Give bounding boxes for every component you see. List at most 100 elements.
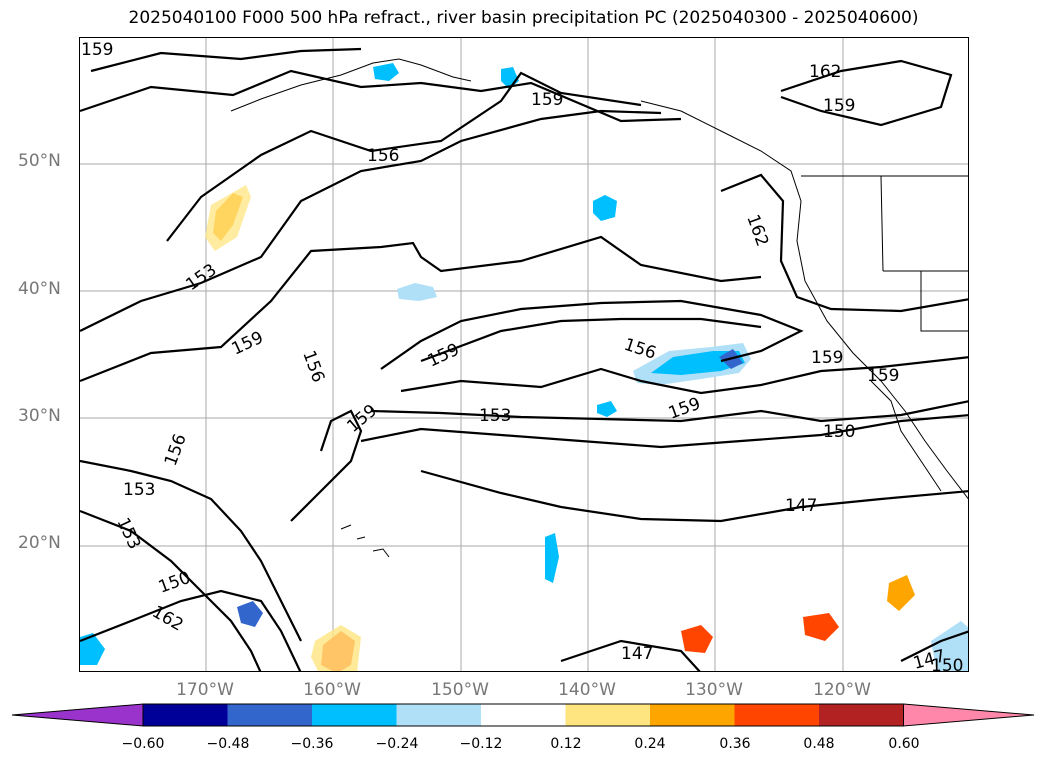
contour-label: 153 xyxy=(123,480,155,500)
colorbar xyxy=(11,703,1035,727)
contour-label: 153 xyxy=(112,515,144,553)
contour-label: 159 xyxy=(425,340,463,372)
anomaly-blob-southeast-red xyxy=(681,625,713,653)
anomaly-blob-hawaii-yellow xyxy=(311,625,361,671)
contour-label: 156 xyxy=(621,335,658,364)
contour-156-mid xyxy=(380,299,804,370)
colorbar-tick-label: −0.60 xyxy=(121,736,165,752)
map-canvas: 159 162 159 159 156 162 153 159 156 159 … xyxy=(80,38,968,672)
colorbar-segment xyxy=(650,704,735,726)
colorbar-segment xyxy=(734,704,819,726)
contour-label: 150 xyxy=(156,568,193,598)
contour-150-se xyxy=(900,630,968,662)
contour-153-west xyxy=(80,109,662,332)
colorbar-segment xyxy=(396,704,481,726)
contour-label: 159 xyxy=(811,348,843,368)
contour-150 xyxy=(360,414,968,449)
state-lines xyxy=(880,175,968,332)
lon-label-170w: 170°W xyxy=(176,680,234,700)
contour-156-north xyxy=(166,71,642,242)
anomaly-blob-west-yellow xyxy=(205,185,251,251)
contour-labels: 159 162 159 159 156 162 153 159 156 159 … xyxy=(81,40,963,672)
anomaly-blob-alaska xyxy=(373,63,399,81)
colorbar-extend-high xyxy=(903,703,1035,727)
contour-150-sw xyxy=(80,509,262,671)
na-west-coast xyxy=(640,100,968,500)
contour-162-sw xyxy=(80,589,302,671)
contour-label: 159 xyxy=(229,328,267,360)
baja-coast xyxy=(870,380,942,492)
height-contours xyxy=(80,47,968,671)
contour-label: 153 xyxy=(182,260,220,295)
contour-147-se xyxy=(560,639,701,671)
contour-label: 159 xyxy=(867,366,899,386)
contour-label: 150 xyxy=(931,656,963,672)
contour-153-sw xyxy=(80,459,302,642)
colorbar-segment xyxy=(565,704,650,726)
colorbar-tick-label: 0.60 xyxy=(888,736,920,752)
lon-label-150w: 150°W xyxy=(431,680,489,700)
colorbar-segment xyxy=(227,704,312,726)
lon-label-130w: 130°W xyxy=(685,680,743,700)
contour-label: 147 xyxy=(785,496,817,516)
hawaii-islands xyxy=(340,524,390,558)
colorbar-segment xyxy=(143,704,228,726)
map-title: 2025040100 F000 500 hPa refract., river … xyxy=(128,8,919,28)
colorbar-frame xyxy=(142,703,904,727)
anomaly-blob-southeast-corner xyxy=(931,621,968,671)
lon-label-120w: 120°W xyxy=(813,680,871,700)
anomaly-blob-southwest-blue xyxy=(237,601,263,627)
anomaly-blob-center-blue xyxy=(593,195,617,221)
colorbar-tick-label: −0.48 xyxy=(206,736,250,752)
map-panel: 159 162 159 159 156 162 153 159 156 159 … xyxy=(79,37,969,672)
lat-label-30n: 30°N xyxy=(18,406,61,426)
contour-162-ne xyxy=(780,59,953,127)
contour-159-north xyxy=(80,69,682,123)
contour-label: 150 xyxy=(823,422,855,442)
lon-label-160w: 160°W xyxy=(303,680,361,700)
lat-label-20n: 20°N xyxy=(18,533,61,553)
contour-label: 159 xyxy=(343,401,381,437)
anomaly-blob-center-lat40 xyxy=(397,283,437,301)
anomaly-blob-south-blue-strip xyxy=(545,533,559,583)
contour-159-mid xyxy=(80,235,762,383)
contour-label: 159 xyxy=(531,90,563,110)
lat-label-40n: 40°N xyxy=(18,279,61,299)
coastlines xyxy=(230,58,968,558)
contour-162-north xyxy=(90,47,362,73)
lon-label-140w: 140°W xyxy=(558,680,616,700)
contour-147-south xyxy=(420,469,968,523)
contour-label: 153 xyxy=(479,406,511,426)
contour-159-center xyxy=(420,317,762,363)
colorbar-tick-label: 0.12 xyxy=(550,736,582,752)
colorbar-tick-label: −0.24 xyxy=(375,736,419,752)
colorbar-tick-label: 0.24 xyxy=(634,736,666,752)
contour-label: 156 xyxy=(298,348,328,385)
anomaly-blob-east-orange xyxy=(887,575,915,611)
lat-label-50n: 50°N xyxy=(18,151,61,171)
contour-153-lower xyxy=(370,400,968,423)
contour-159-sw xyxy=(290,409,363,522)
contour-label: 156 xyxy=(161,431,191,468)
colorbar-segment xyxy=(819,704,904,726)
colorbar-extend-low xyxy=(11,703,144,727)
contour-label: 156 xyxy=(367,146,399,166)
contour-label: 147 xyxy=(621,644,653,664)
anomaly-blob-southwest-corner xyxy=(80,633,105,665)
colorbar-segment xyxy=(481,704,566,726)
colorbar-segment xyxy=(312,704,397,726)
contour-label: 159 xyxy=(81,40,113,60)
anomaly-blob-southeast-red-2 xyxy=(803,613,839,641)
contour-label: 162 xyxy=(809,62,841,82)
colorbar-tick-label: 0.48 xyxy=(803,736,835,752)
alaska-coast xyxy=(230,58,472,112)
colorbar-tick-label: −0.36 xyxy=(290,736,334,752)
contour-label: 162 xyxy=(149,602,187,636)
anomaly-blob-lat30-blue xyxy=(597,401,617,417)
colorbar-tick-label: −0.12 xyxy=(459,736,503,752)
contour-label: 162 xyxy=(742,212,772,249)
contour-156-lower xyxy=(400,356,968,395)
precip-anomaly-fill xyxy=(80,63,968,671)
contour-162-coast xyxy=(720,173,968,313)
contour-label: 159 xyxy=(823,96,855,116)
